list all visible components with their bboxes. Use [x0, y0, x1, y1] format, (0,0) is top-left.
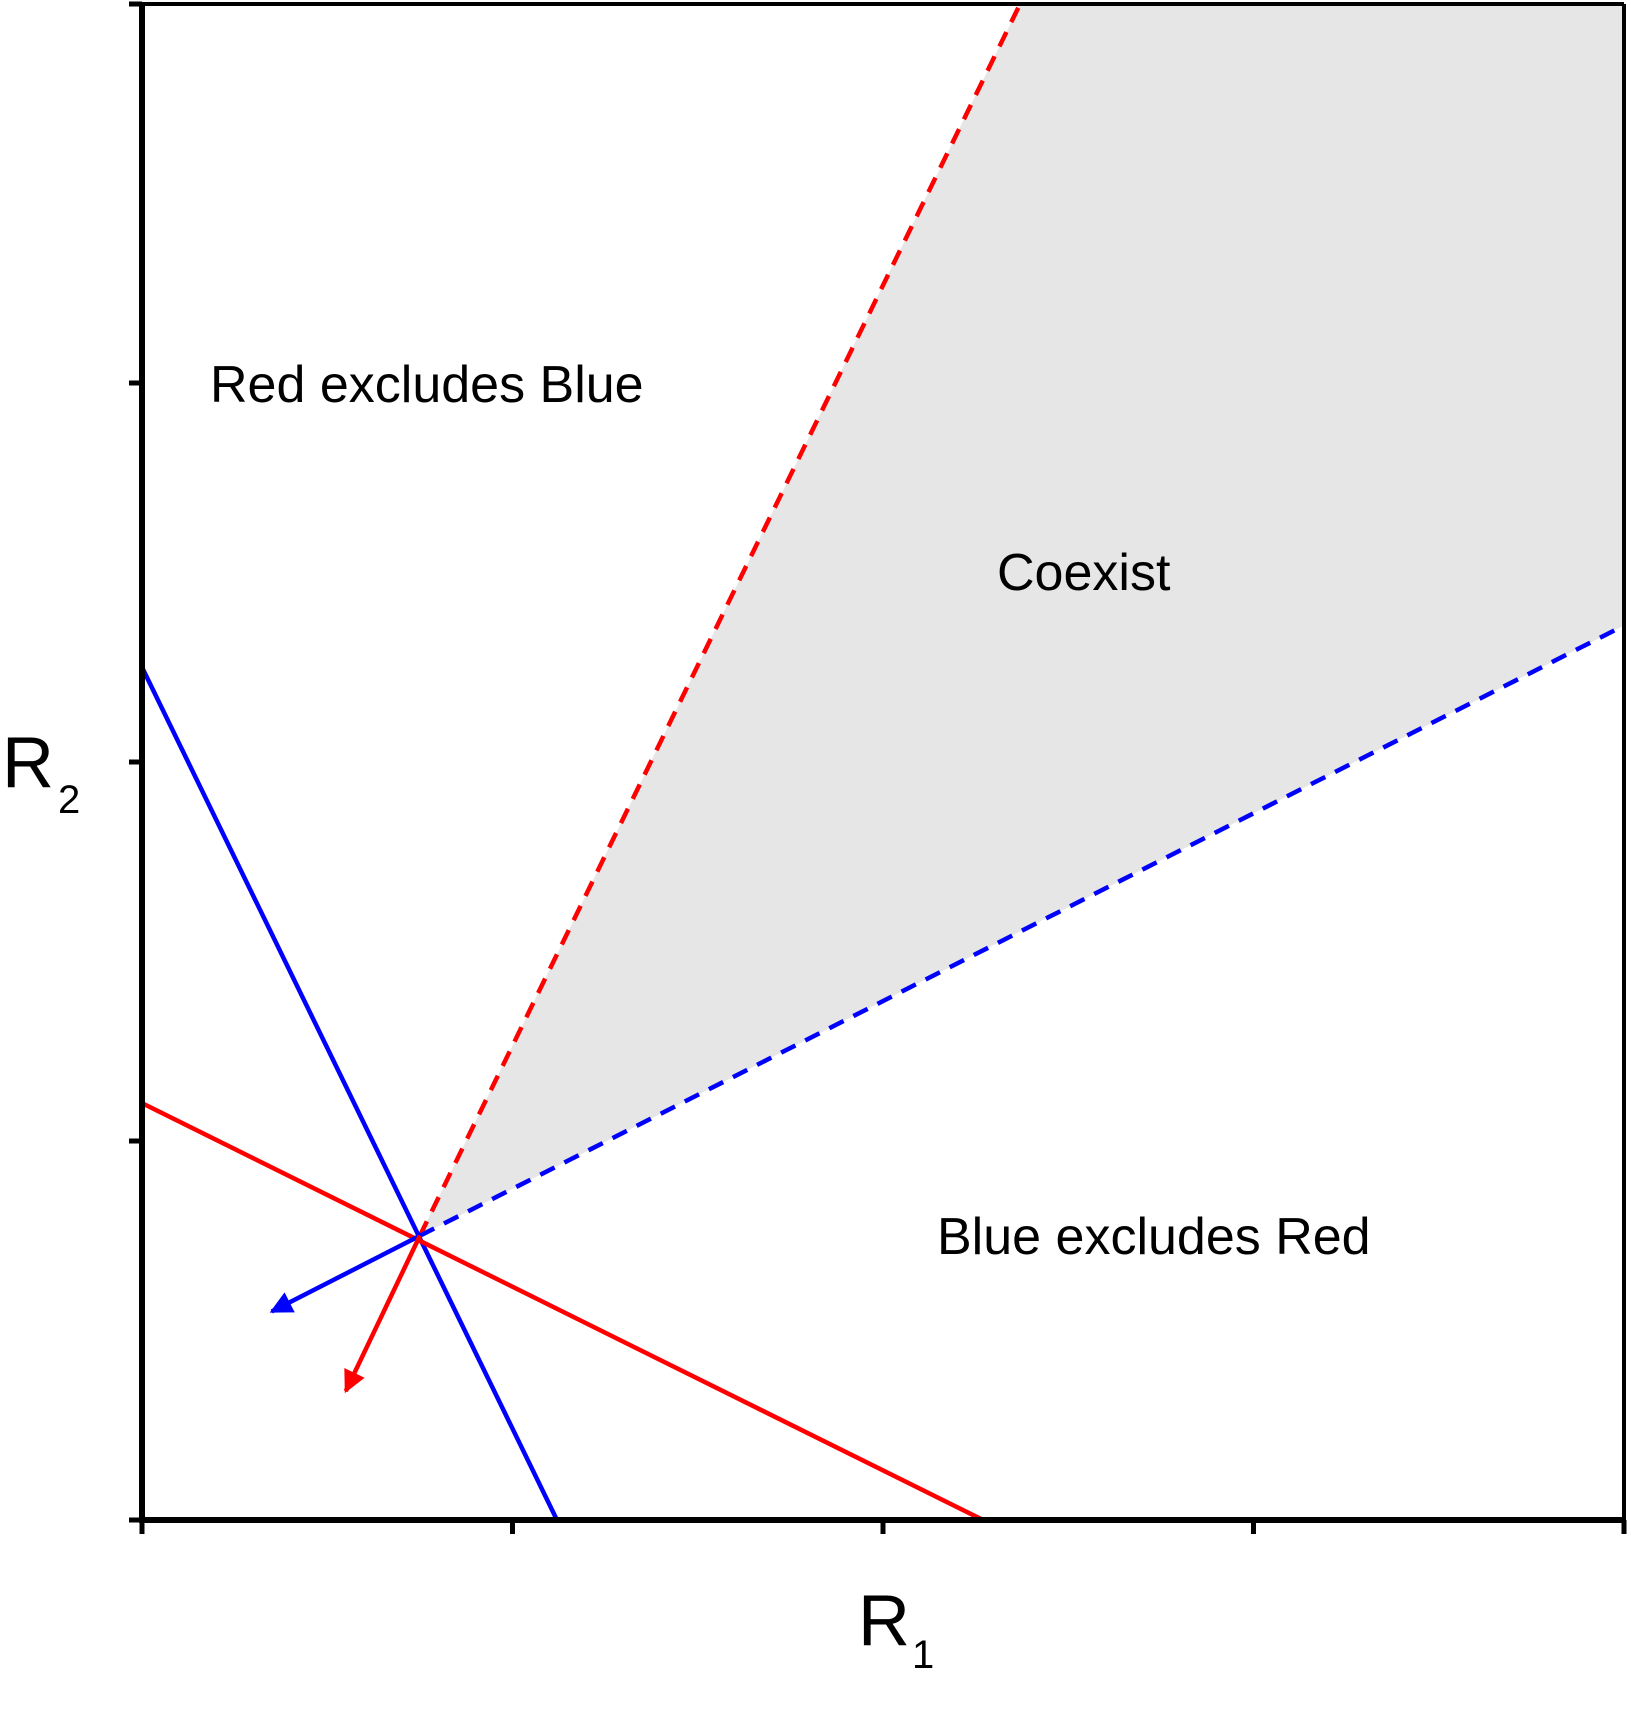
red-zngi-line [141, 1101, 985, 1523]
region-label-red-excludes-blue: Red excludes Blue [210, 356, 644, 414]
blue-consumption-arrow [269, 1233, 421, 1314]
red-consumption-arrow [343, 1234, 422, 1394]
y-axis-label-subscript: 2 [58, 778, 80, 822]
blue-supply-boundary-line [418, 623, 1626, 1238]
y-axis-label: R [2, 723, 54, 803]
region-label-coexist: Coexist [997, 544, 1171, 602]
coexist-region [419, 4, 1624, 1236]
x-axis-label-subscript: 1 [912, 1633, 934, 1677]
x-ticks [139, 1520, 1627, 1534]
red-supply-boundary-line [417, 3, 1023, 1237]
region-label-blue-excludes-red: Blue excludes Red [937, 1208, 1371, 1266]
blue-zngi-line [139, 666, 559, 1521]
y-ticks [129, 1, 142, 1523]
x-axis-label: R [858, 1581, 910, 1661]
